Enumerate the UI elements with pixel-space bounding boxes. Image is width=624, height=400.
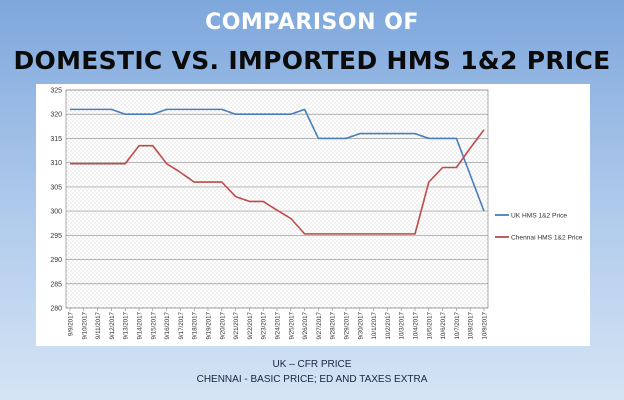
y-tick-label: 310 xyxy=(50,160,62,167)
x-tick-label: 9/23/2017 xyxy=(261,311,268,339)
x-tick-label: 10/3/2017 xyxy=(399,311,406,339)
footer-note-chennai: CHENNAI - BASIC PRICE; ED AND TAXES EXTR… xyxy=(196,374,428,385)
x-tick-label: 9/20/2017 xyxy=(219,311,226,339)
legend-label: Chennai HMS 1&2 Price xyxy=(511,234,583,241)
series-line-chennai xyxy=(70,129,485,235)
x-tick-label: 9/16/2017 xyxy=(164,311,171,339)
chart-panel: 280 285 290 295 300 305 310 315 320 325 9/9/2017 9/… xyxy=(36,84,590,346)
x-tick-label: 9/30/2017 xyxy=(357,311,364,339)
footer-note-uk: UK – CFR PRICE xyxy=(272,359,352,370)
x-tick-label: 10/5/2017 xyxy=(426,311,433,339)
x-tick-label: 10/6/2017 xyxy=(440,311,447,339)
x-tick-label: 9/9/2017 xyxy=(68,311,75,336)
x-tick-label: 9/13/2017 xyxy=(123,311,130,339)
x-tick-label: 9/19/2017 xyxy=(206,311,213,339)
x-tick-label: 9/17/2017 xyxy=(178,311,185,339)
x-tick-label: 9/25/2017 xyxy=(288,311,295,339)
x-tick-label: 9/29/2017 xyxy=(344,311,351,339)
x-tick-label: 9/11/2017 xyxy=(95,311,102,339)
plot-area xyxy=(65,89,489,309)
chart-title-line1: COMPARISON OF xyxy=(205,10,419,35)
y-tick-label: 305 xyxy=(50,184,62,191)
x-tick-label: 10/9/2017 xyxy=(482,311,489,339)
y-tick-label: 300 xyxy=(50,209,62,216)
x-tick-label: 9/10/2017 xyxy=(81,311,88,339)
x-tick-label: 9/22/2017 xyxy=(247,311,254,339)
y-tick-label: 280 xyxy=(50,306,62,313)
x-tick-label: 9/18/2017 xyxy=(192,311,199,339)
x-tick-label: 10/8/2017 xyxy=(468,311,475,339)
x-tick-label: 10/1/2017 xyxy=(371,311,378,339)
y-tick-label: 325 xyxy=(50,88,62,95)
x-tick-label: 9/28/2017 xyxy=(330,311,337,339)
x-tick-label: 10/7/2017 xyxy=(454,311,461,339)
x-tick-label: 9/12/2017 xyxy=(109,311,116,339)
y-tick-label: 315 xyxy=(50,136,62,143)
price-line-chart: 280 285 290 295 300 305 310 315 320 325 9/9/2017 9/… xyxy=(50,88,583,340)
legend-label: UK HMS 1&2 Price xyxy=(511,212,567,219)
y-tick-label: 320 xyxy=(50,112,62,119)
x-tick-label: 9/26/2017 xyxy=(302,311,309,339)
series-line-uk xyxy=(70,108,485,212)
x-tick-label: 9/15/2017 xyxy=(150,311,157,339)
x-tick-label: 10/2/2017 xyxy=(385,311,392,339)
y-tick-label: 295 xyxy=(50,233,62,240)
x-tick-label: 9/14/2017 xyxy=(137,311,144,339)
y-tick-label: 285 xyxy=(50,281,62,288)
x-tick-label: 9/27/2017 xyxy=(316,311,323,339)
x-tick-label: 10/4/2017 xyxy=(413,311,420,339)
x-tick-label: 9/24/2017 xyxy=(275,311,282,339)
chart-title-line2: DOMESTIC VS. IMPORTED HMS 1&2 PRICE xyxy=(13,46,611,75)
y-tick-label: 290 xyxy=(50,257,62,264)
x-tick-label: 9/21/2017 xyxy=(233,311,240,339)
